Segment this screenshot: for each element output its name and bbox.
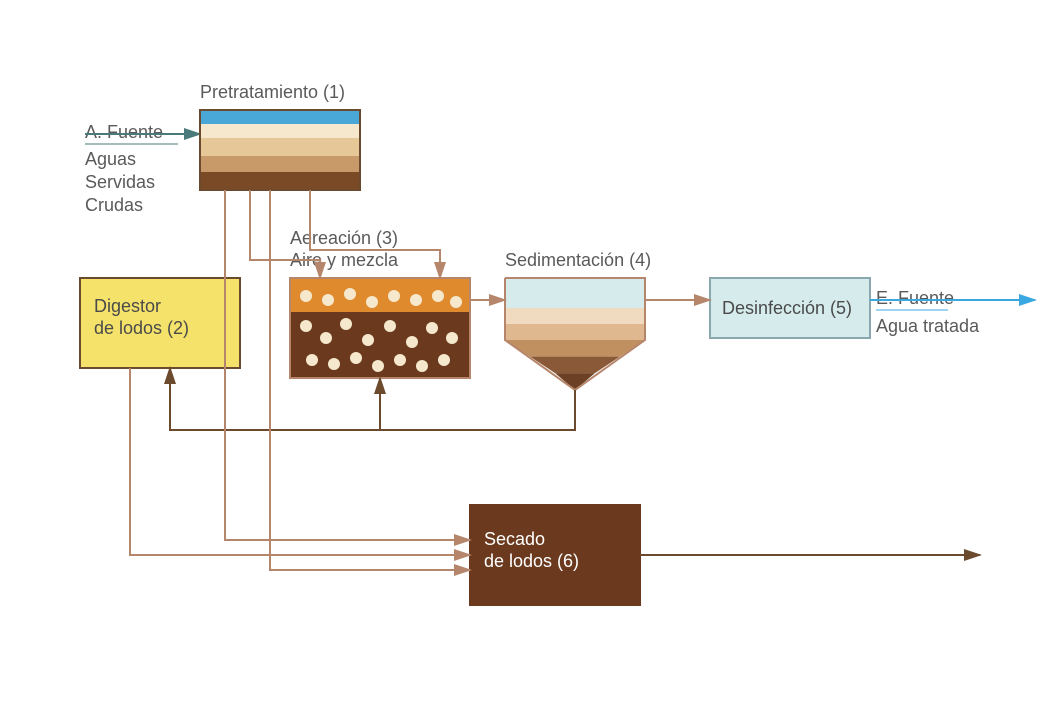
sediment-label: Sedimentación (4): [505, 250, 651, 270]
sediment-box: [505, 278, 645, 390]
digestor-label-2: de lodos (2): [94, 318, 189, 338]
wastewater-treatment-diagram: A. Fuente Aguas Servidas Crudas Pretratamien…: [0, 0, 1058, 708]
disinf-label: Desinfección (5): [722, 298, 852, 318]
input-label-sub2: Servidas: [85, 172, 155, 192]
drying-label-2: de lodos (6): [484, 551, 579, 571]
pretreat-label: Pretratamiento (1): [200, 82, 345, 102]
input-label-sub1: Aguas: [85, 149, 136, 169]
output-label-sub: Agua tratada: [876, 316, 980, 336]
input-label-sub3: Crudas: [85, 195, 143, 215]
output-label-e: E. Fuente: [876, 288, 954, 308]
aeration-label-1: Aereación (3): [290, 228, 398, 248]
digestor-label-1: Digestor: [94, 296, 161, 316]
aeration-box: [290, 278, 470, 378]
pretreat-box: [200, 110, 360, 190]
input-label-a: A. Fuente: [85, 122, 163, 142]
drying-label-1: Secado: [484, 529, 545, 549]
arrow-dig-to-dry: [130, 368, 470, 555]
